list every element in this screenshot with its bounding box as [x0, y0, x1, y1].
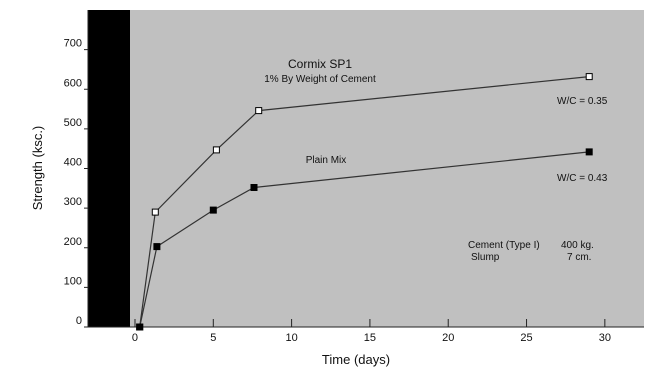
x-tick-label: 25 — [520, 332, 532, 344]
data-point-series-1 — [151, 208, 159, 216]
annotation-cormix-subtitle: 1% By Weight of Cement — [264, 74, 376, 85]
plot-area — [88, 10, 644, 327]
dark-band — [88, 10, 130, 327]
x-ticks: 0 5 10 15 20 25 30 — [132, 319, 611, 344]
annotation-cement-label: Cement (Type I) — [468, 240, 540, 251]
data-point-series-1 — [212, 146, 220, 154]
y-tick-label: 700 — [64, 38, 82, 50]
data-point-series-1 — [255, 107, 263, 115]
x-tick-label: 5 — [210, 332, 216, 344]
x-tick-label: 10 — [285, 332, 297, 344]
annotation-wc-035: W/C = 0.35 — [557, 96, 608, 107]
data-point-series-2 — [209, 206, 217, 214]
y-tick-label: 100 — [64, 275, 82, 287]
annotation-wc-043: W/C = 0.43 — [557, 173, 608, 184]
y-tick-label: 600 — [64, 77, 82, 89]
data-point-series-1 — [585, 73, 593, 81]
y-tick-label: 500 — [64, 117, 82, 129]
data-point-series-2 — [136, 323, 144, 331]
annotation-cormix-title: Cormix SP1 — [288, 57, 352, 71]
y-tick-label: 400 — [64, 157, 82, 169]
data-point-series-2 — [153, 243, 161, 251]
data-point-series-2 — [585, 148, 593, 156]
x-tick-label: 15 — [364, 332, 376, 344]
y-tick-label: 0 — [76, 315, 82, 327]
annotation-slump-label: Slump — [471, 252, 500, 263]
x-axis-title: Time (days) — [322, 352, 390, 367]
series-layer — [136, 73, 593, 331]
data-point-series-2 — [250, 184, 258, 191]
y-tick-label: 200 — [64, 236, 82, 248]
annotation-plain-mix: Plain Mix — [306, 155, 347, 166]
x-tick-label: 0 — [132, 332, 138, 344]
x-tick-label: 30 — [599, 332, 611, 344]
x-tick-label: 20 — [442, 332, 454, 344]
annotation-slump-value: 7 cm. — [567, 252, 591, 263]
y-tick-label: 300 — [64, 196, 82, 208]
y-ticks: 0 100 200 300 400 500 600 700 — [64, 38, 88, 328]
y-axis-title: Strength (ksc.) — [30, 126, 45, 211]
annotation-cement-value: 400 kg. — [561, 240, 594, 251]
